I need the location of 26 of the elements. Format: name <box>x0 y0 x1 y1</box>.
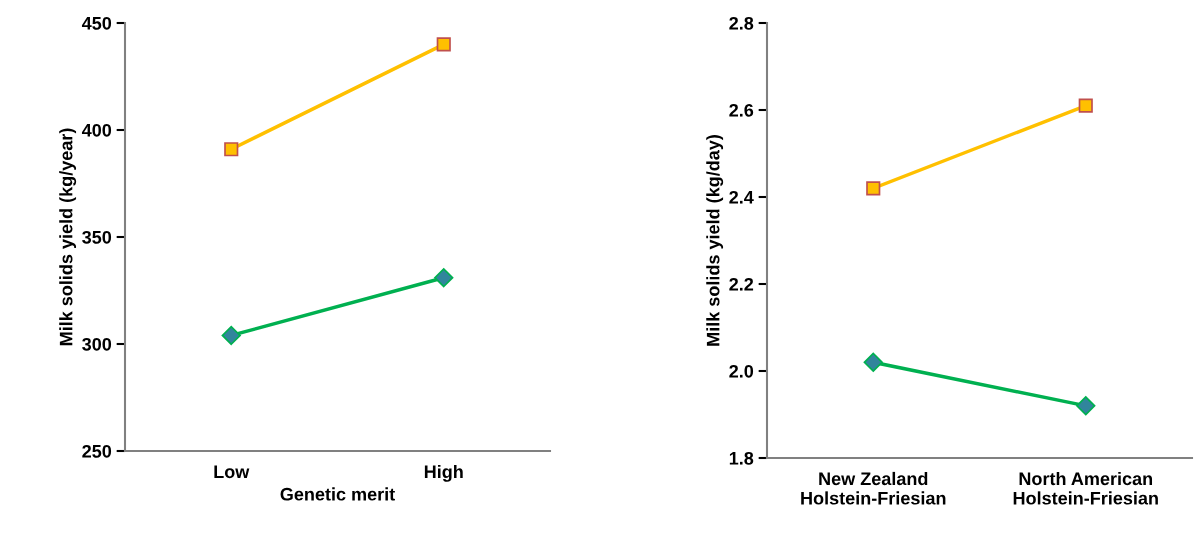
point <box>434 267 454 288</box>
y-tick-label: 1.8 <box>729 451 754 465</box>
x-tick-label: Low <box>214 465 250 479</box>
point <box>1076 396 1096 416</box>
point <box>866 181 881 196</box>
y-axis-title: Milk solids yield (kg/year) <box>59 128 77 346</box>
y-tick-label: 2.6 <box>729 103 754 117</box>
y-tick-label: 400 <box>81 123 112 137</box>
point <box>1078 98 1093 113</box>
point <box>224 142 239 157</box>
y-tick-label: 250 <box>82 444 112 458</box>
y-tick-label: 2.0 <box>729 364 754 378</box>
y-tick-label: 300 <box>82 337 112 351</box>
y-tick-label: 2.2 <box>729 277 754 291</box>
point <box>221 325 241 346</box>
y-tick-label: 450 <box>81 16 112 30</box>
x-axis-title: Genetic merit <box>280 487 395 501</box>
x-tick-label: New Zealand Holstein-Friesian <box>801 471 946 505</box>
x-tick-label: North American Holstein-Friesian <box>1013 471 1158 505</box>
point <box>863 352 883 372</box>
y-tick-label: 350 <box>82 230 112 244</box>
y-tick-label: 2.8 <box>729 16 754 30</box>
point <box>436 37 451 52</box>
y-tick-label: 2.4 <box>729 190 754 204</box>
y-axis-title: Milk solids yield (kg/day) <box>706 135 724 346</box>
x-tick-label: High <box>424 464 463 482</box>
